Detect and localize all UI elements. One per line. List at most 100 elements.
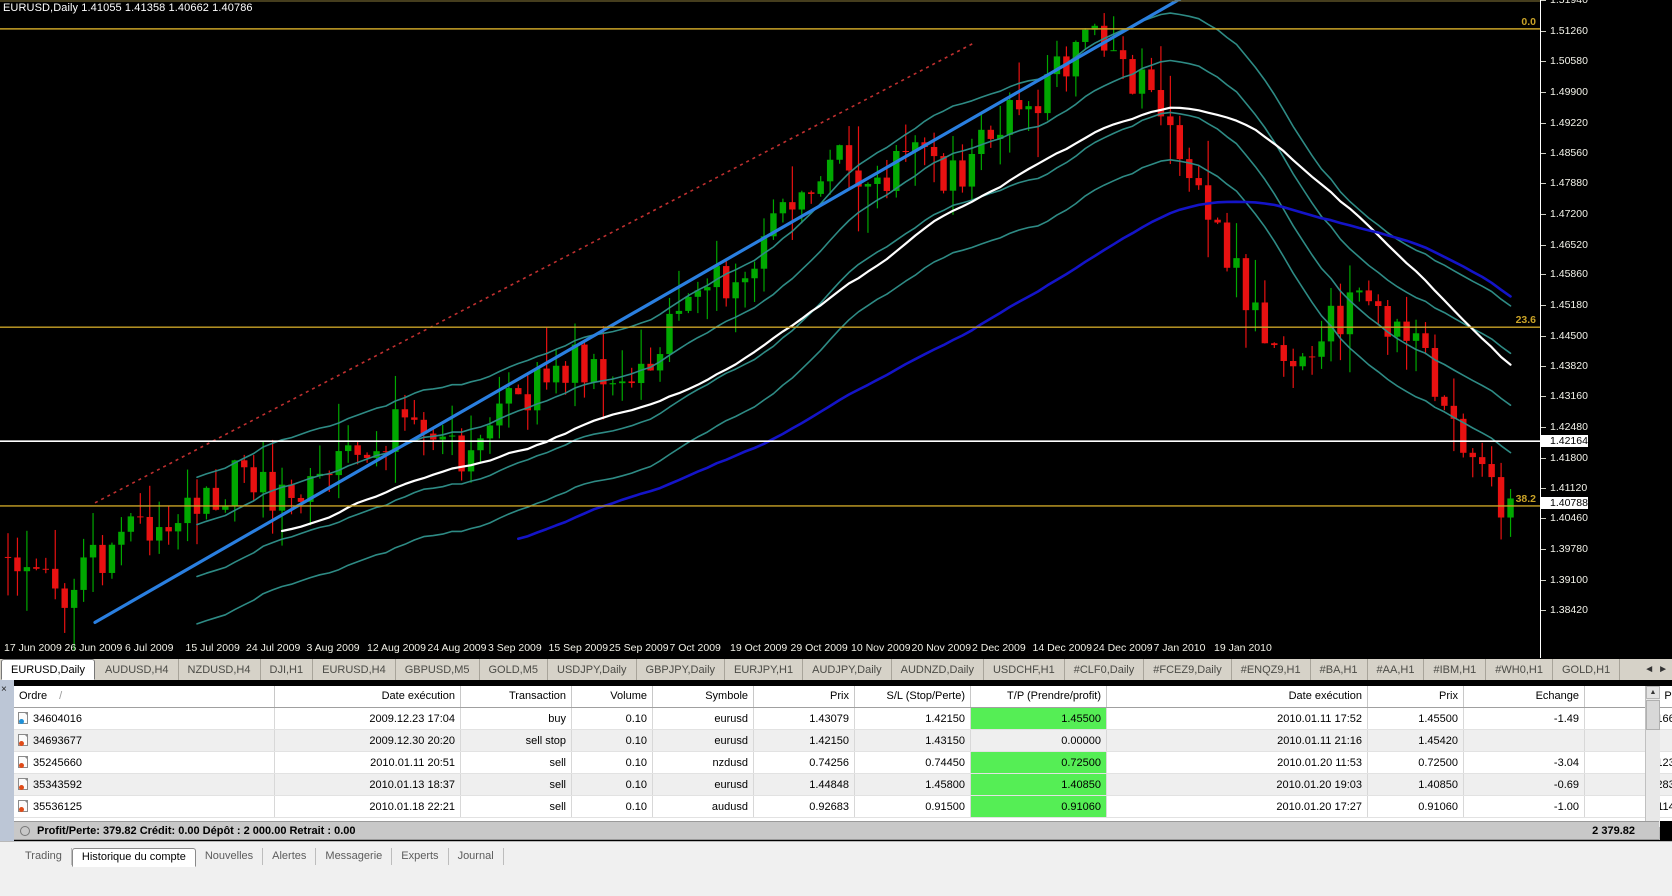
date-tick: 24 Aug 2009 — [428, 642, 487, 654]
chart-tab-eurusd-daily[interactable]: EURUSD,Daily — [1, 659, 95, 680]
date-tick: 3 Aug 2009 — [307, 642, 360, 654]
terminal-tab-experts[interactable]: Experts — [392, 848, 448, 865]
chart-tab-audusd-h4[interactable]: AUDUSD,H4 — [96, 659, 179, 680]
terminal-tab-trading[interactable]: Trading — [16, 848, 72, 865]
price-tick: 1.41120 — [1541, 482, 1587, 494]
cell-sl: 1.45800 — [855, 774, 971, 796]
chart-tab-gold-h1[interactable]: GOLD,H1 — [1553, 659, 1620, 680]
column-header-symbole[interactable]: Symbole — [653, 686, 754, 708]
chart-tab-eurjpy-h1[interactable]: EURJPY,H1 — [725, 659, 803, 680]
terminal-tab-messagerie[interactable]: Messagerie — [316, 848, 392, 865]
column-header-tp[interactable]: T/P (Prendre/profit) — [971, 686, 1107, 708]
document-sell-icon — [18, 756, 28, 768]
terminal-tab-nouvelles[interactable]: Nouvelles — [196, 848, 263, 865]
price-tick: 1.47200 — [1541, 208, 1588, 220]
date-tick: 7 Oct 2009 — [670, 642, 721, 654]
chart-tab--wh0-h1[interactable]: #WH0,H1 — [1486, 659, 1553, 680]
column-header-date_ferm[interactable]: Date exécution — [1107, 686, 1368, 708]
cell-tp: 0.72500 — [971, 752, 1107, 774]
column-header-sl[interactable]: S/L (Stop/Perte) — [855, 686, 971, 708]
date-tick: 19 Jan 2010 — [1214, 642, 1272, 654]
date-tick: 29 Oct 2009 — [791, 642, 848, 654]
cell-order: 34693677 — [14, 730, 275, 752]
cell-prix_ferm: 1.40850 — [1368, 774, 1464, 796]
cell-tp: 1.45500 — [971, 708, 1107, 730]
cell-prix_ouv: 0.92683 — [754, 796, 855, 818]
cell-prix_ouv: 1.42150 — [754, 730, 855, 752]
price-tick: 1.41800 — [1541, 452, 1588, 464]
date-tick: 10 Nov 2009 — [851, 642, 911, 654]
fib-level-label: 0.0 — [1521, 16, 1536, 28]
grid-vertical-scrollbar[interactable]: ▲ ▼ — [1645, 686, 1660, 840]
chart-tab-eurusd-h4[interactable]: EURUSD,H4 — [313, 659, 396, 680]
cell-sl: 0.74450 — [855, 752, 971, 774]
order-number: 35245660 — [33, 757, 82, 769]
scroll-up-button[interactable]: ▲ — [1646, 686, 1660, 699]
scrollbar-thumb[interactable] — [1646, 700, 1660, 730]
price-tick: 1.45860 — [1541, 268, 1588, 280]
chart-tab--ibm-h1[interactable]: #IBM,H1 — [1424, 659, 1486, 680]
cell-date_ferm: 2010.01.11 21:16 — [1107, 730, 1368, 752]
chart-tab--aa-h1[interactable]: #AA,H1 — [1368, 659, 1425, 680]
chart-tab-audjpy-daily[interactable]: AUDJPY,Daily — [803, 659, 892, 680]
column-header-date_ouv[interactable]: Date exécution — [275, 686, 461, 708]
terminal-tab-alertes[interactable]: Alertes — [263, 848, 316, 865]
chart-tab--enqz9-h1[interactable]: #ENQZ9,H1 — [1232, 659, 1311, 680]
column-header-volume[interactable]: Volume — [572, 686, 653, 708]
cell-order: 35536125 — [14, 796, 275, 818]
cell-prix_ouv: 1.44848 — [754, 774, 855, 796]
chart-tab-audnzd-daily[interactable]: AUDNZD,Daily — [892, 659, 984, 680]
column-header-echange[interactable]: Echange — [1464, 686, 1585, 708]
column-header-prix_ferm[interactable]: Prix — [1368, 686, 1464, 708]
cell-tp: 0.00000 — [971, 730, 1107, 752]
chart-tab-gold-m5[interactable]: GOLD,M5 — [480, 659, 549, 680]
price-tick: 1.47880 — [1541, 177, 1588, 189]
cell-symbole: eurusd — [653, 708, 754, 730]
chart-tab-scroll-left-icon[interactable]: ◄ — [1644, 664, 1654, 675]
chart-tab-gbpusd-m5[interactable]: GBPUSD,M5 — [396, 659, 480, 680]
document-buy-icon — [18, 712, 28, 724]
chart-tab-scroll-controls[interactable]: ◄ ► — [1640, 659, 1672, 680]
document-sell-icon — [18, 778, 28, 790]
cell-symbole: eurusd — [653, 730, 754, 752]
date-tick: 3 Sep 2009 — [488, 642, 542, 654]
column-header-prix_ouv[interactable]: Prix — [754, 686, 855, 708]
chart-tab--fcez9-daily[interactable]: #FCEZ9,Daily — [1144, 659, 1231, 680]
date-tick: 17 Jun 2009 — [4, 642, 62, 654]
column-header-ordre[interactable]: Ordre/ — [14, 686, 275, 708]
summary-bullet-icon — [20, 826, 30, 836]
chart-tab-usdchf-h1[interactable]: USDCHF,H1 — [984, 659, 1065, 680]
chart-tab-gbpjpy-daily[interactable]: GBPJPY,Daily — [637, 659, 726, 680]
price-tick: 1.50580 — [1541, 55, 1588, 67]
terminal-tab-journal[interactable]: Journal — [449, 848, 504, 865]
chart-tab-nzdusd-h4[interactable]: NZDUSD,H4 — [179, 659, 261, 680]
cell-echange: -1.00 — [1464, 796, 1585, 818]
date-tick: 26 Jun 2009 — [65, 642, 123, 654]
chart-tab-usdjpy-daily[interactable]: USDJPY,Daily — [548, 659, 637, 680]
price-tick: 1.38420 — [1541, 604, 1588, 616]
column-header-label: Ordre — [19, 690, 47, 702]
date-tick: 2 Dec 2009 — [972, 642, 1026, 654]
chart-tab-scroll-right-icon[interactable]: ► — [1658, 664, 1668, 675]
chart-tab-dji-h1[interactable]: DJI,H1 — [261, 659, 314, 680]
chart-tab--ba-h1[interactable]: #BA,H1 — [1311, 659, 1368, 680]
cell-echange — [1464, 730, 1585, 752]
terminal-tab-historique-du-compte[interactable]: Historique du compte — [72, 848, 196, 867]
terminal-close-icon[interactable]: × — [1, 684, 7, 695]
column-header-transaction[interactable]: Transaction — [461, 686, 572, 708]
chart-tab--clf0-daily[interactable]: #CLF0,Daily — [1065, 659, 1145, 680]
price-tick: 1.51940 — [1541, 0, 1588, 6]
